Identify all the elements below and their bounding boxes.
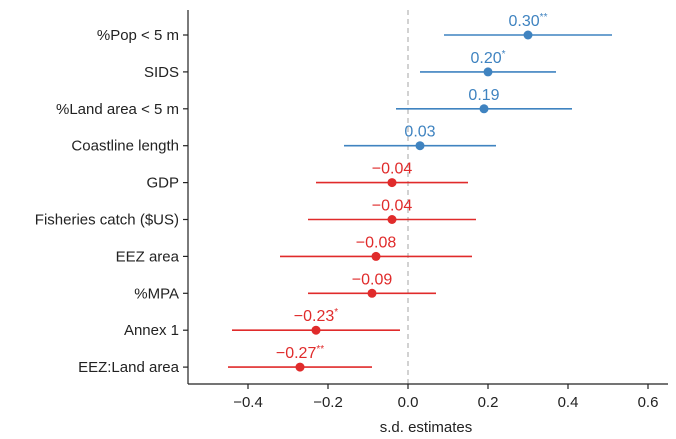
forest-row: %Pop < 5 m 0.30**	[97, 12, 612, 44]
x-tick-label: −0.2	[313, 394, 343, 411]
point-estimate	[371, 251, 381, 261]
forest-row: %MPA −0.09	[134, 271, 436, 302]
value-label: −0.04	[372, 161, 413, 178]
row-label: SIDS	[144, 64, 179, 81]
significance-stars: **	[316, 344, 324, 355]
x-tick-label: 0.6	[638, 394, 659, 411]
row-label: %MPA	[134, 285, 179, 302]
point-estimate	[415, 141, 425, 151]
row-label: %Pop < 5 m	[97, 27, 179, 44]
row-label: GDP	[146, 175, 179, 192]
significance-stars: *	[502, 49, 506, 60]
forest-row: %Land area < 5 m 0.19	[56, 87, 572, 118]
value-label: −0.09	[352, 271, 393, 288]
row-label: Fisheries catch ($US)	[35, 212, 179, 229]
point-estimate	[387, 178, 397, 188]
point-estimate	[387, 215, 397, 224]
row-label: Annex 1	[124, 322, 179, 339]
plot-area: %Pop < 5 m 0.30** SIDS 0.20* %Land area < 5 …	[35, 10, 612, 384]
value-label: 0.03	[404, 124, 435, 141]
row-label: Coastline length	[71, 138, 179, 155]
significance-stars: **	[540, 12, 548, 23]
value-label: −0.27**	[276, 344, 324, 362]
value-label: −0.08	[356, 234, 397, 251]
point-estimate	[367, 288, 377, 298]
forest-row: EEZ:Land area −0.27**	[78, 344, 372, 376]
forest-row: EEZ area −0.08	[116, 234, 472, 265]
x-tick-label: −0.4	[233, 394, 263, 411]
forest-row: Coastline length 0.03	[71, 124, 496, 155]
forest-row: GDP −0.04	[146, 161, 468, 192]
row-label: %Land area < 5 m	[56, 101, 179, 118]
point-estimate	[479, 104, 489, 114]
point-estimate	[295, 362, 305, 372]
value-label: 0.20*	[470, 49, 505, 67]
point-estimate	[483, 67, 493, 77]
forest-row: Annex 1 −0.23*	[124, 307, 400, 339]
significance-stars: *	[334, 307, 338, 318]
value-label: 0.30**	[509, 12, 548, 30]
x-axis-title: s.d. estimates	[380, 419, 473, 436]
forest-row: SIDS 0.20*	[144, 49, 556, 81]
value-label: −0.04	[372, 198, 413, 215]
row-label: EEZ area	[116, 248, 180, 265]
forest-row: Fisheries catch ($US) −0.04	[35, 198, 476, 229]
x-tick-label: 0.4	[558, 394, 579, 411]
value-label: −0.23*	[294, 307, 338, 325]
row-label: EEZ:Land area	[78, 359, 180, 376]
x-tick-label: 0.0	[398, 394, 419, 411]
point-estimate	[311, 325, 321, 335]
value-label: 0.19	[468, 87, 499, 104]
x-axis-ticks: −0.4 −0.2 0.0 0.2 0.4 0.6	[233, 384, 658, 411]
point-estimate	[523, 30, 533, 40]
x-tick-label: 0.2	[478, 394, 499, 411]
